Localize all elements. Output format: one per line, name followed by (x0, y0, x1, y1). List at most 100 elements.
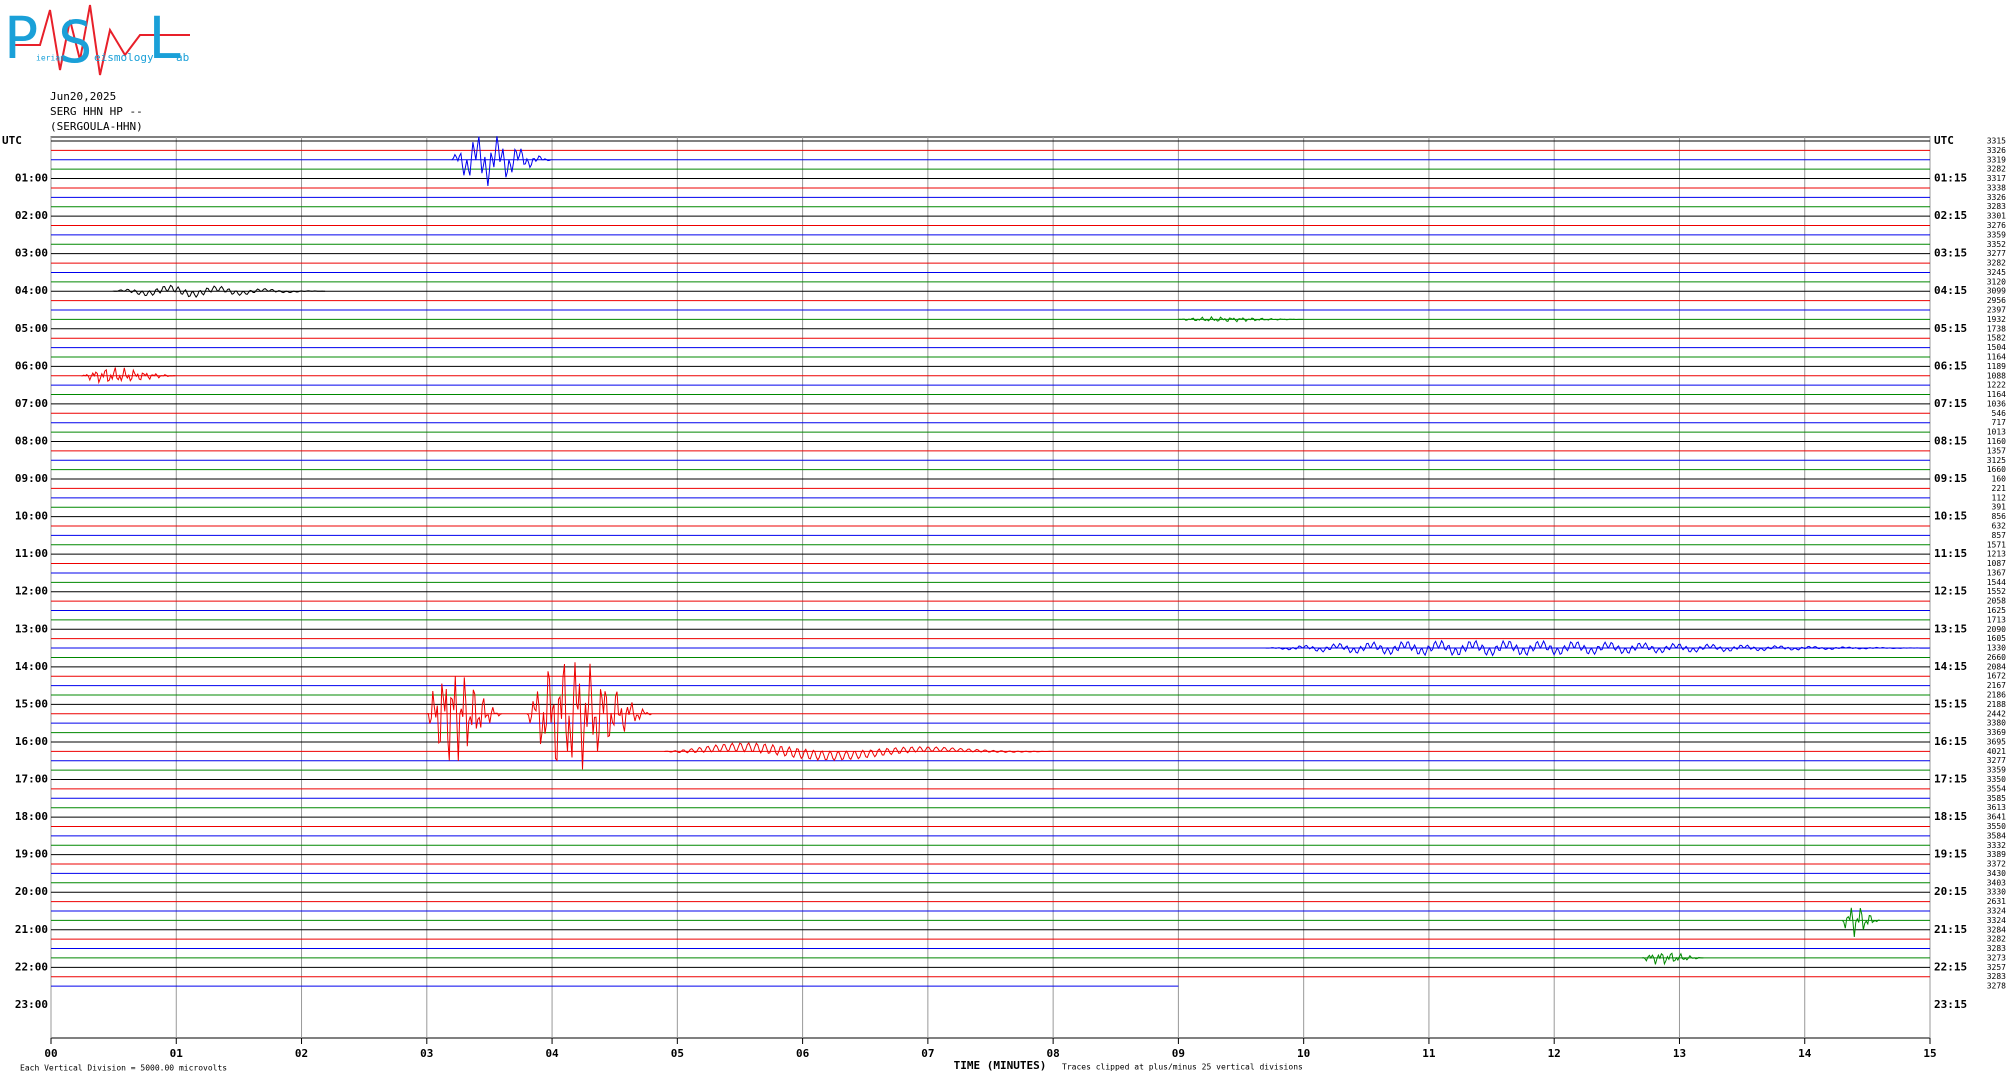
x-tick-label: 09 (1172, 1047, 1185, 1060)
trace-value: 1713 (1987, 615, 2006, 624)
trace-value: 3284 (1987, 925, 2006, 934)
trace-value: 1357 (1987, 446, 2006, 455)
logo-word: ab (176, 51, 189, 64)
trace-value: 3282 (1987, 165, 2006, 174)
clip-note: Traces clipped at plus/minus 25 vertical… (1062, 1063, 1303, 1072)
x-tick-label: 00 (44, 1047, 57, 1060)
trace-value: 4021 (1987, 747, 2006, 756)
x-tick-label: 12 (1548, 1047, 1561, 1060)
trace-value: 3338 (1987, 183, 2006, 192)
hour-label-right: 03:15 (1934, 247, 1967, 260)
hour-label-right: 09:15 (1934, 472, 1967, 485)
x-tick-label: 01 (170, 1047, 184, 1060)
hour-label: 22:00 (15, 960, 48, 973)
trace-value: 3350 (1987, 775, 2006, 784)
trace-value: 2442 (1987, 709, 2006, 718)
scale-note: Each Vertical Division = 5000.00 microvo… (20, 1064, 227, 1073)
x-tick-label: 06 (796, 1047, 810, 1060)
trace-value: 2090 (1987, 625, 2006, 634)
trace-value: 2188 (1987, 700, 2006, 709)
hour-label: 01:00 (15, 172, 48, 185)
trace-value: 3273 (1987, 953, 2006, 962)
x-tick-label: 04 (545, 1047, 559, 1060)
logo-letter: P (4, 4, 39, 72)
event-waveform (1841, 907, 1880, 937)
x-tick-label: 14 (1798, 1047, 1812, 1060)
trace-value: 1932 (1987, 315, 2006, 324)
trace-value: 3352 (1987, 240, 2006, 249)
hour-label: 14:00 (15, 660, 48, 673)
x-tick-label: 07 (921, 1047, 934, 1060)
hour-label: 18:00 (15, 810, 48, 823)
hour-label-right: 17:15 (1934, 773, 1967, 786)
hour-label-right: 06:15 (1934, 359, 1967, 372)
trace-value: 3359 (1987, 766, 2006, 775)
hour-label-right: 01:15 (1934, 172, 1967, 185)
trace-value: 3372 (1987, 860, 2006, 869)
event-waveform (1641, 952, 1704, 966)
trace-value: 3613 (1987, 803, 2006, 812)
hour-label-right: 19:15 (1934, 848, 1967, 861)
trace-value: 3278 (1987, 982, 2006, 991)
trace-value: 1504 (1987, 343, 2006, 352)
hour-label-right: 21:15 (1934, 923, 1967, 936)
hour-label: 15:00 (15, 697, 48, 710)
hour-label-right: 12:15 (1934, 585, 1967, 598)
hour-label: 03:00 (15, 247, 48, 260)
hour-label: 12:00 (15, 585, 48, 598)
trace-value: 1164 (1987, 352, 2006, 361)
trace-value: 1330 (1987, 644, 2006, 653)
trace-value: 160 (1992, 475, 2007, 484)
hour-label: 04:00 (15, 284, 48, 297)
hour-label-right: 13:15 (1934, 622, 1967, 635)
trace-value: 3550 (1987, 822, 2006, 831)
trace-value: 3330 (1987, 888, 2006, 897)
x-tick-label: 13 (1673, 1047, 1686, 1060)
trace-value: 3283 (1987, 202, 2006, 211)
hour-label-right: 07:15 (1934, 397, 1967, 410)
logo: P S L ierian eismology ab (4, 4, 190, 76)
trace-value: 1222 (1987, 381, 2006, 390)
trace-value: 1036 (1987, 399, 2006, 408)
trace-value: 3326 (1987, 146, 2006, 155)
hour-label: 16:00 (15, 735, 48, 748)
logo-word: eismology (94, 51, 154, 64)
trace-value: 1189 (1987, 362, 2006, 371)
hour-label: 21:00 (15, 923, 48, 936)
trace-value: 3245 (1987, 268, 2006, 277)
trace-value: 3276 (1987, 221, 2006, 230)
event-waveform (1265, 639, 1930, 657)
trace-value: 1672 (1987, 672, 2006, 681)
trace-value: 3641 (1987, 813, 2006, 822)
trace-value: 3283 (1987, 944, 2006, 953)
event-waveform (526, 662, 652, 770)
trace-value: 3282 (1987, 259, 2006, 268)
trace-value: 3099 (1987, 287, 2006, 296)
trace-value: 221 (1992, 484, 2007, 493)
trace-value: 3301 (1987, 212, 2006, 221)
hour-label: 06:00 (15, 359, 48, 372)
event-waveform (451, 136, 552, 186)
trace-value: 2956 (1987, 296, 2006, 305)
grid (50, 136, 1931, 1044)
trace-value: 3315 (1987, 137, 2006, 146)
trace-value: 3403 (1987, 878, 2006, 887)
hour-label: 17:00 (15, 773, 48, 786)
hour-label: 19:00 (15, 848, 48, 861)
hour-label-right: 04:15 (1934, 284, 1967, 297)
hour-label-right: 15:15 (1934, 697, 1967, 710)
trace-value: 3389 (1987, 850, 2006, 859)
trace-value: 717 (1992, 418, 2007, 427)
hour-label-right: 02:15 (1934, 209, 1967, 222)
hour-label: 23:00 (15, 998, 48, 1011)
trace-value: 546 (1992, 409, 2007, 418)
trace-value: 2058 (1987, 597, 2006, 606)
trace-value: 3369 (1987, 728, 2006, 737)
trace-value: 1088 (1987, 371, 2006, 380)
hour-label-right: 05:15 (1934, 322, 1967, 335)
hour-label-right: 20:15 (1934, 885, 1967, 898)
trace-value: 1605 (1987, 634, 2006, 643)
hour-label: 20:00 (15, 885, 48, 898)
hour-label-right: 10:15 (1934, 510, 1967, 523)
